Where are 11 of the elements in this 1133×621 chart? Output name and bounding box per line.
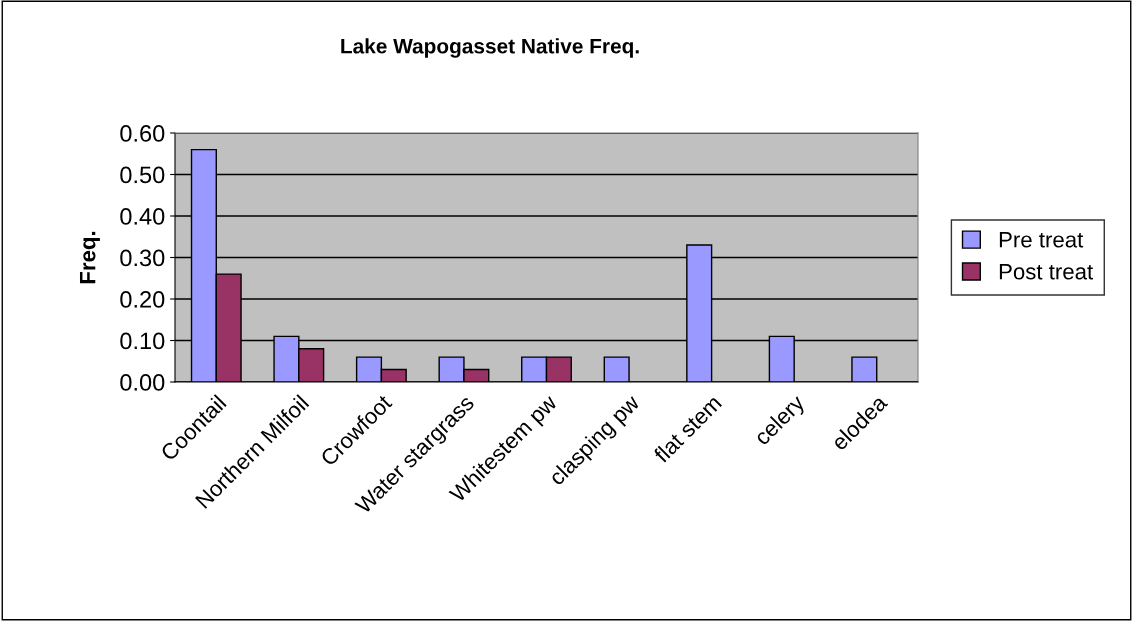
y-tick-label: 0.20 (120, 291, 165, 308)
y-tick-label: 0.00 (120, 374, 165, 391)
legend-label: Pre treat (999, 232, 1084, 248)
chart-title: Lake Wapogasset Native Freq. (341, 38, 639, 58)
y-tick-label: 0.30 (120, 249, 165, 267)
y-tick-label: 0.50 (120, 166, 165, 184)
y-axis-title: Freq. (79, 231, 100, 284)
legend-label: Post treat (999, 263, 1094, 280)
y-tick-label: 0.10 (120, 332, 165, 350)
y-tick-label: 0.40 (120, 208, 165, 225)
y-tick-label: 0.60 (120, 125, 165, 142)
